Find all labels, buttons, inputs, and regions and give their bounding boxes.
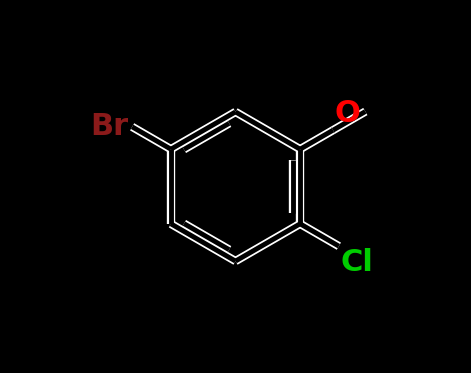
Text: Cl: Cl	[341, 248, 374, 277]
Text: O: O	[335, 99, 361, 128]
Text: Br: Br	[90, 112, 129, 141]
